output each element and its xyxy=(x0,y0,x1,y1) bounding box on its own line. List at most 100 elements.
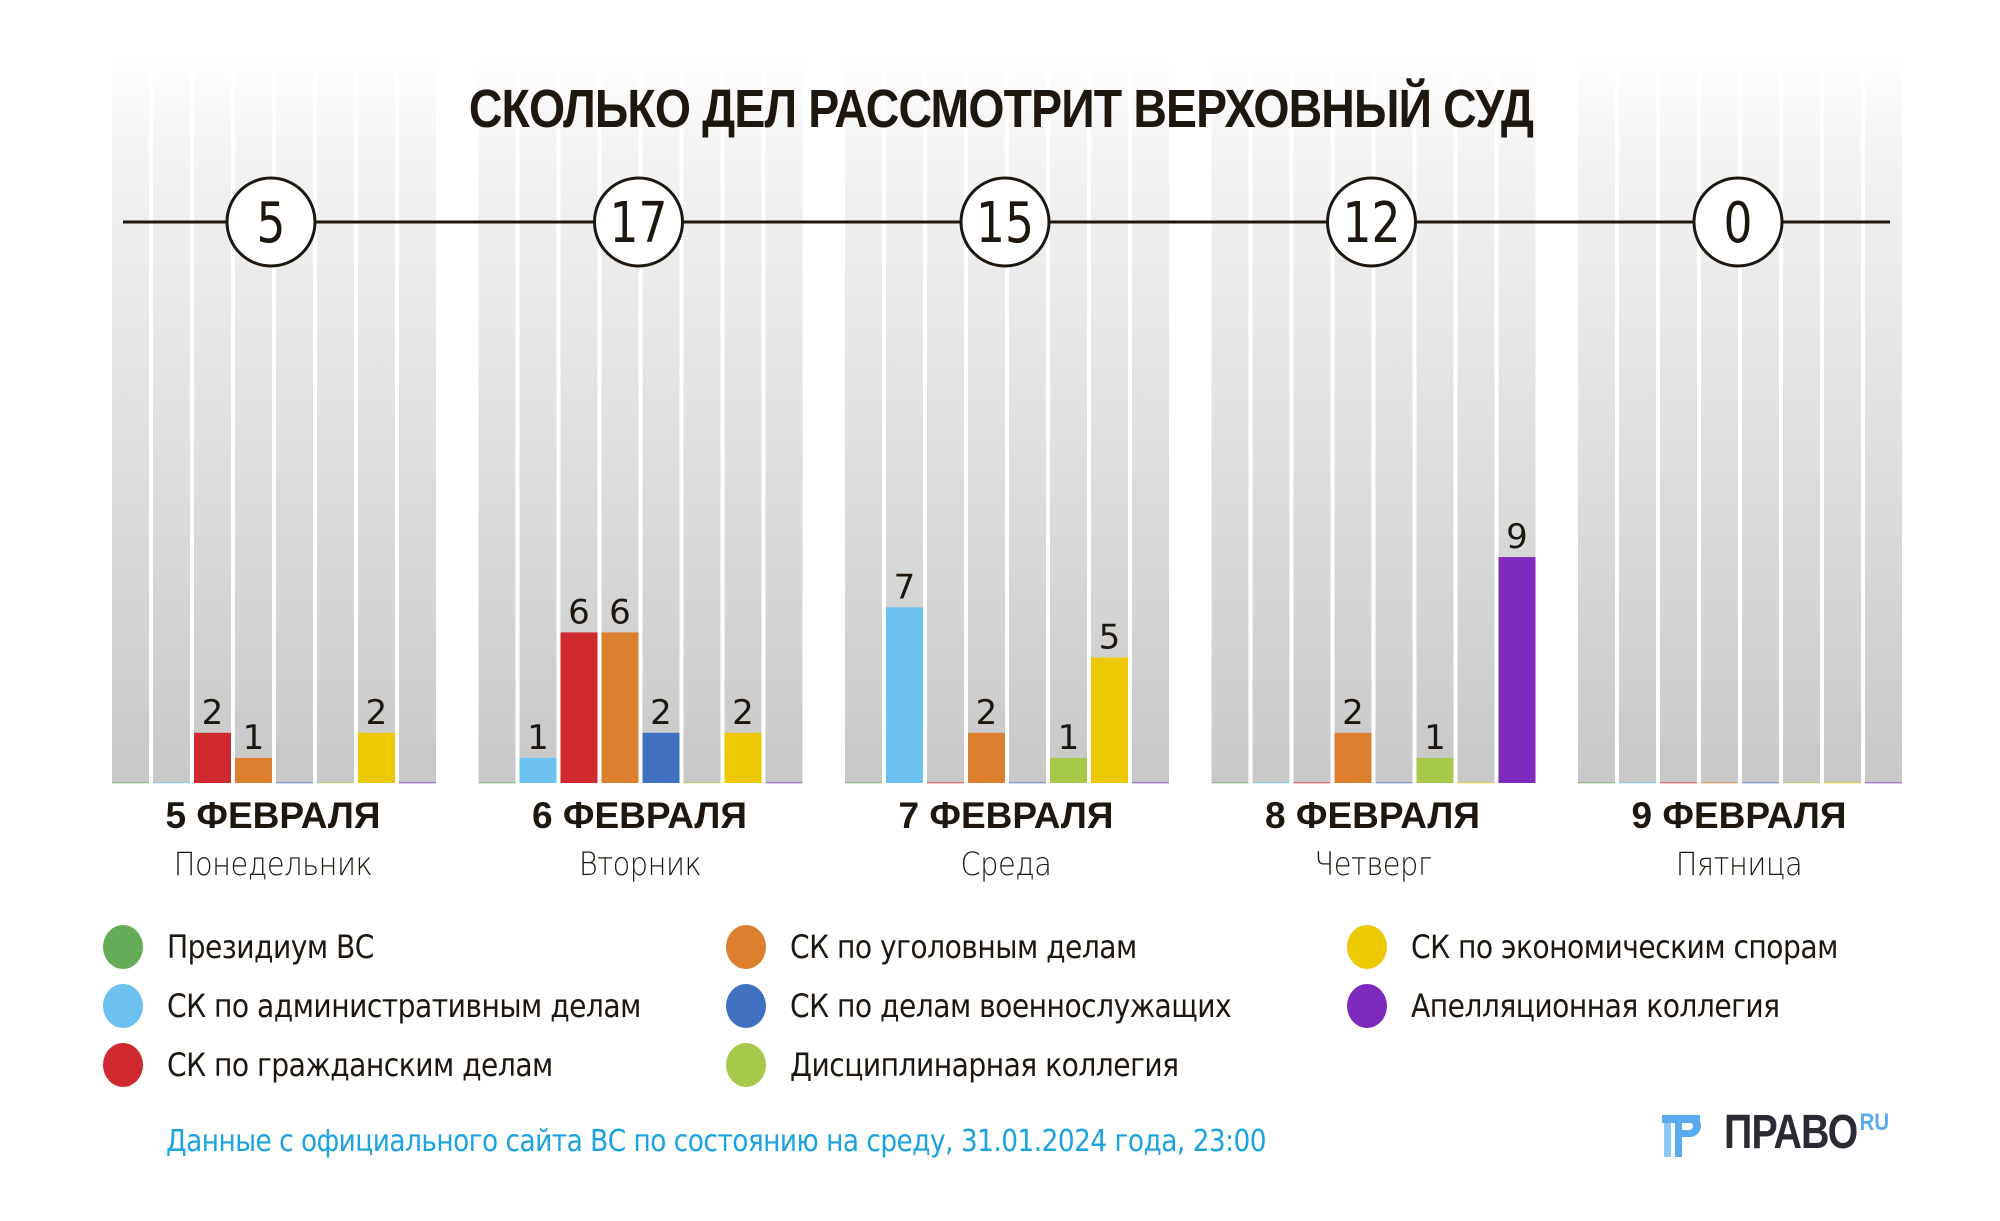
bar xyxy=(1578,782,1615,784)
bar xyxy=(1293,782,1331,784)
legend-label: Президиум ВС xyxy=(167,928,374,966)
bar xyxy=(683,782,721,784)
day-total-value: 15 xyxy=(976,191,1034,256)
day-weekday-label: Понедельник xyxy=(173,845,373,883)
background-column xyxy=(1293,55,1331,783)
legend-color-dot-icon xyxy=(103,1043,143,1087)
day-date-label: 9 ФЕВРАЛЯ xyxy=(1631,795,1847,836)
bar xyxy=(1416,757,1454,783)
bar xyxy=(1457,782,1495,784)
bar-value-label: 5 xyxy=(1099,618,1121,658)
background-column xyxy=(1009,55,1046,783)
bar xyxy=(765,782,803,784)
bar xyxy=(1334,732,1372,783)
bar-value-label: 1 xyxy=(527,718,549,758)
legend-color-dot-icon xyxy=(103,984,143,1028)
legend-label: СК по делам военнослужащих xyxy=(790,987,1232,1025)
legend-label: СК по уголовным делам xyxy=(790,928,1137,966)
bar xyxy=(235,757,272,783)
legend-item: СК по административным делам xyxy=(103,984,705,1028)
background-column xyxy=(1416,55,1454,783)
chart-title: СКОЛЬКО ДЕЛ РАССМОТРИТ ВЕРХОВНЫЙ СУД xyxy=(468,79,1534,139)
bar-value-label: 6 xyxy=(609,592,631,632)
bar xyxy=(478,782,516,784)
background-column xyxy=(1334,55,1372,783)
bar xyxy=(1211,782,1249,784)
bar xyxy=(1375,782,1413,784)
bar xyxy=(1742,782,1779,784)
background-column xyxy=(1252,55,1290,783)
bar xyxy=(927,782,964,784)
bar-value-label: 1 xyxy=(243,718,265,758)
bar xyxy=(1865,782,1902,784)
day-total-circle xyxy=(1326,176,1417,268)
day-date-label: 5 ФЕВРАЛЯ xyxy=(165,795,381,836)
bar-value-label: 1 xyxy=(1058,718,1080,758)
bar xyxy=(1050,757,1087,783)
legend-item: Апелляционная коллегия xyxy=(1347,984,1830,1028)
bar-value-label: 2 xyxy=(650,693,672,733)
legend-item: СК по делам военнослужащих xyxy=(726,984,1291,1028)
background-column xyxy=(478,55,516,783)
day-weekday-label: Пятница xyxy=(1675,845,1803,883)
bar xyxy=(1132,782,1169,784)
legend-label: СК по административным делам xyxy=(167,987,641,1025)
bar-value-label: 1 xyxy=(1424,718,1446,758)
bar xyxy=(276,782,313,784)
background-column xyxy=(1783,55,1820,783)
legend-item: СК по уголовным делам xyxy=(726,925,1184,969)
pravo-logo-icon xyxy=(1662,1115,1702,1157)
legend-item: Дисциплинарная коллегия xyxy=(726,1043,1232,1087)
background-column xyxy=(642,55,680,783)
background-column xyxy=(927,55,964,783)
background-column xyxy=(112,55,149,783)
background-column xyxy=(765,55,803,783)
legend-label: СК по экономическим спорам xyxy=(1411,928,1838,966)
legend-label: СК по гражданским делам xyxy=(167,1046,553,1084)
day-date-label: 7 ФЕВРАЛЯ xyxy=(898,795,1114,836)
background-column xyxy=(1578,55,1615,783)
background-column xyxy=(1660,55,1697,783)
bar xyxy=(642,732,680,783)
logo-suffix: RU xyxy=(1859,1109,1889,1136)
bar xyxy=(560,632,598,783)
legend-label: Апелляционная коллегия xyxy=(1411,987,1780,1025)
bar xyxy=(724,732,762,783)
timeline: 5 17 15 12 0 xyxy=(123,176,1890,268)
background-column xyxy=(1132,55,1169,783)
legend-item: СК по экономическим спорам xyxy=(1347,925,1896,969)
bar xyxy=(1498,557,1536,783)
background-column xyxy=(399,55,436,783)
day-total-value: 17 xyxy=(610,191,668,256)
legend-color-dot-icon xyxy=(726,925,766,969)
bar-value-label: 2 xyxy=(976,693,998,733)
bar-value-label: 2 xyxy=(202,693,224,733)
background-column xyxy=(1742,55,1779,783)
bar xyxy=(601,632,639,783)
bar xyxy=(1824,782,1861,784)
background-column xyxy=(153,55,190,783)
background-column xyxy=(1375,55,1413,783)
legend-item: Президиум ВС xyxy=(103,925,402,969)
bar xyxy=(1252,782,1290,784)
bar xyxy=(1783,782,1820,784)
legend-color-dot-icon xyxy=(726,984,766,1028)
bar xyxy=(519,757,557,783)
bar xyxy=(317,782,354,784)
bar-value-label: 2 xyxy=(732,693,754,733)
background-column xyxy=(1824,55,1861,783)
pravo-ru-logo[interactable]: ПРАВО RU xyxy=(1662,1105,1891,1160)
day-weekday-label: Вторник xyxy=(578,845,701,883)
bar xyxy=(153,782,190,784)
bar-value-label: 6 xyxy=(568,592,590,632)
background-column xyxy=(276,55,313,783)
background-column xyxy=(194,55,231,783)
day-total-circle xyxy=(1692,176,1784,268)
background-column xyxy=(1865,55,1902,783)
background-column xyxy=(968,55,1005,783)
bar-value-label: 2 xyxy=(1342,693,1364,733)
background-column xyxy=(1701,55,1738,783)
bar xyxy=(845,782,882,784)
bar-value-label: 9 xyxy=(1506,517,1528,557)
